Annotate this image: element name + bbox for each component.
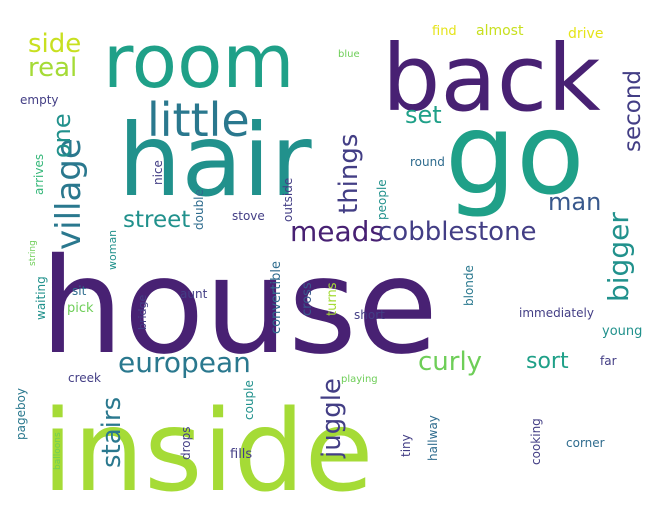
word-fills: fills [230,447,252,462]
word-waiting: waiting [34,276,48,320]
word-almost: almost [476,23,524,39]
word-meads: meads [290,215,384,248]
word-hair: hair [118,102,312,219]
word-second: second [620,70,646,152]
word-playing: playing [341,374,378,385]
word-set: set [405,101,442,129]
word-house: house [40,230,438,384]
word-far: far [600,354,617,368]
word-european: european [118,346,251,379]
word-corner: corner [566,436,605,450]
word-people: people [375,179,389,220]
word-juggle: juggle [317,378,347,459]
word-immediately: immediately [519,306,594,320]
word-tiny: tiny [399,434,413,457]
word-young: young [602,324,642,339]
word-woman: woman [106,230,119,270]
word-aunt: aunt [180,287,208,301]
word-double: double [192,189,206,230]
word-arrives: arrives [32,154,46,195]
word-find: find [432,24,457,39]
word-pick: pick [67,301,94,316]
word-stairs: stairs [97,397,127,468]
word-cross: cross [300,282,315,316]
word-convertible: convertible [269,261,284,334]
word-bridge: bridge [136,294,149,330]
word-drops: drops [179,427,193,461]
word-round: round [410,155,445,169]
word-side: side [28,29,81,59]
word-one: one [48,113,76,158]
word-nice: nice [151,160,165,185]
word-cobblestone: cobblestone [378,217,537,247]
word-room: room [103,19,294,105]
word-turns: turns [325,282,340,316]
word-blonde: blonde [462,265,476,306]
word-village: village [49,138,89,250]
word-back: back [382,25,601,132]
word-sort: sort [526,349,569,374]
word-short: short [354,308,385,322]
word-man: man [548,188,601,216]
word-drive: drive [568,26,603,42]
word-go: go [445,90,585,220]
word-blue: blue [338,49,360,60]
word-stove: stove [232,209,265,223]
word-empty: empty [20,93,59,107]
word-street: street [123,207,190,233]
word-balloons: balloons [53,432,63,470]
word-outside: outside [281,178,295,222]
word-bigger: bigger [602,212,635,302]
word-hallway: hallway [426,415,440,461]
word-curly: curly [418,347,482,377]
word-little: little [147,93,250,147]
word-creek: creek [68,371,101,385]
word-couple: couple [242,380,256,420]
word-things: things [334,134,364,214]
word-inside: inside [42,387,374,505]
word-real: real [28,53,77,83]
word-cooking: cooking [529,418,543,465]
word-pageboy: pageboy [14,388,28,440]
word-sit: sit [72,284,87,298]
word-string: string [28,240,38,266]
